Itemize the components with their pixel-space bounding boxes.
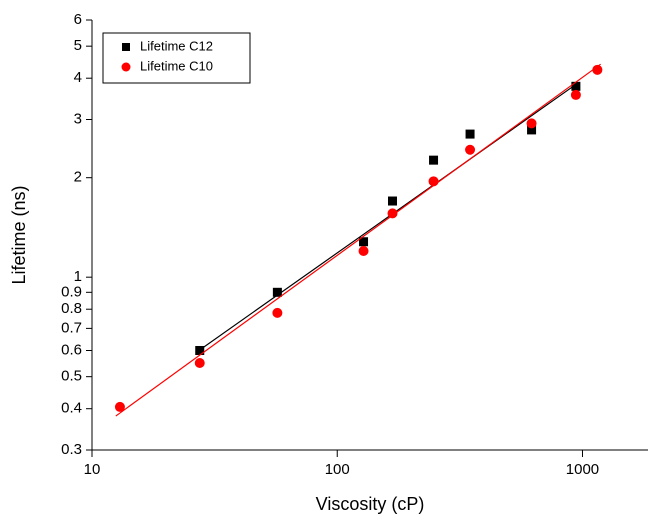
data-point — [526, 118, 537, 129]
data-point — [195, 346, 205, 356]
y-tick-label: 2 — [74, 169, 82, 186]
y-tick-label: 0.4 — [61, 400, 82, 417]
data-point — [570, 89, 581, 100]
data-point — [428, 176, 439, 187]
x-tick-label: 100 — [325, 461, 350, 478]
data-point — [387, 208, 398, 219]
data-point — [571, 81, 581, 91]
data-point — [272, 307, 283, 318]
x-tick-label: 10 — [84, 461, 101, 478]
x-tick-label: 1000 — [566, 461, 599, 478]
y-tick-label: 3 — [74, 110, 82, 127]
y-tick-label: 4 — [74, 69, 82, 86]
y-tick-label: 5 — [74, 37, 82, 54]
y-tick-label: 0.6 — [61, 341, 82, 358]
y-tick-label: 6 — [74, 11, 82, 28]
x-axis-title: Viscosity (cP) — [316, 494, 425, 514]
legend-text: Lifetime C12 — [140, 38, 213, 53]
data-point — [194, 357, 205, 368]
y-tick-label: 0.9 — [61, 283, 82, 300]
data-point — [465, 144, 476, 155]
data-point — [272, 287, 282, 297]
data-point — [592, 64, 603, 75]
y-axis-title: Lifetime (ns) — [9, 185, 29, 284]
data-point — [359, 237, 369, 247]
data-point — [358, 246, 369, 257]
legend-marker — [122, 43, 130, 51]
y-tick-label: 0.5 — [61, 368, 82, 385]
fit-line — [198, 83, 577, 351]
data-point — [527, 125, 537, 135]
y-tick-label: 0.8 — [61, 300, 82, 317]
legend-marker — [121, 62, 131, 72]
data-point — [465, 129, 475, 139]
y-tick-label: 0.7 — [61, 319, 82, 336]
data-point — [387, 196, 397, 206]
legend-box — [102, 32, 251, 84]
y-tick-label: 0.3 — [61, 441, 82, 458]
legend-text: Lifetime C10 — [140, 58, 213, 73]
data-point — [114, 401, 125, 412]
y-tick-label: 1 — [74, 268, 82, 285]
fit-line — [115, 63, 601, 417]
data-point — [429, 155, 439, 165]
